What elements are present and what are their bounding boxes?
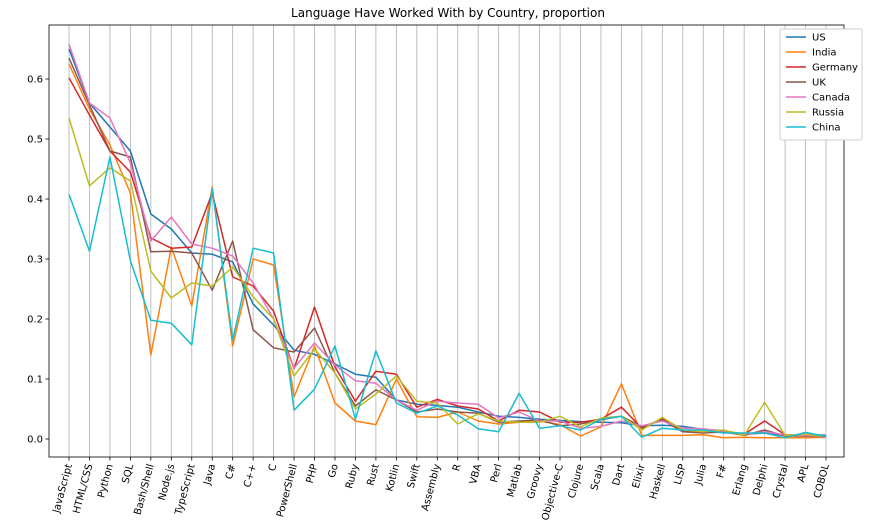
x-tick-label: Objective-C [540,463,566,522]
legend-label: Canada [812,93,850,104]
legend-label: UK [812,78,826,89]
series-line-china [68,156,827,439]
legend-label: China [812,123,841,134]
x-tick-label: Assembly [420,463,443,512]
x-tick-label: COBOL [812,463,832,500]
x-tick-label: HTML/CSS [72,463,96,515]
legend-label: India [812,48,837,59]
x-tick-label: R [451,463,463,473]
series-line-india [68,63,827,439]
x-tick-label: PHP [305,463,321,485]
y-tick-label: 0.4 [27,195,43,206]
x-tick-label: Rust [365,463,381,487]
x-tick-label: Clojure [567,463,587,500]
x-tick-label: Perl [489,463,504,484]
x-tick-label: Matlab [506,463,525,499]
x-tick-label: Dart [611,463,627,487]
y-tick-label: 0.0 [27,435,43,446]
x-tick-label: Julia [693,463,709,487]
x-tick-label: C# [224,463,239,481]
vertical-gridlines [68,25,827,457]
x-tick-label: Node.js [157,463,177,502]
x-tick-label: JavaScript [51,463,75,515]
x-tick-label: Python [96,463,116,499]
x-tick-label: F# [715,463,729,480]
series-lines [68,43,827,439]
x-tick-label: C++ [242,463,259,489]
x-tick-label: LISP [673,463,689,486]
y-tick-label: 0.1 [27,375,43,386]
x-tick-label: Haskell [648,463,668,501]
x-tick-label: Crystal [771,463,791,500]
x-tick-label: Bash/Shell [133,463,157,516]
legend-label: Germany [812,63,858,74]
y-tick-labels: 0.0 0.1 0.2 0.3 0.4 0.5 0.6 [27,75,49,446]
x-tick-label: Ruby [344,463,361,490]
x-tick-label: Elixir [631,462,648,490]
series-line-us [68,48,827,437]
series-line-germany [68,77,826,437]
x-tick-label: Go [327,463,341,479]
x-tick-label: Groovy [526,463,546,500]
x-tick-label: SQL [121,463,137,485]
x-tick-label: TypeScript [173,463,197,517]
x-tick-label: APL [796,463,812,484]
x-tick-label: Swift [406,463,423,490]
x-tick-label: Kotlin [384,463,402,493]
plot-frame [48,24,845,458]
y-tick-label: 0.5 [27,135,43,146]
x-tick-label: VBA [468,463,484,486]
legend-label: US [812,33,826,44]
chart-title: Language Have Worked With by Country, pr… [291,6,605,20]
x-tick-label: Erlang [731,463,750,497]
axes [48,24,845,458]
y-tick-label: 0.2 [27,315,43,326]
x-tick-label: C [267,463,279,473]
series-line-canada [68,43,827,438]
legend: US India Germany UK Canada Russia China [779,28,863,141]
y-tick-label: 0.3 [27,255,43,266]
x-tick-label: Delphi [752,463,771,497]
x-tick-label: Java [202,463,218,487]
x-tick-label: Scala [589,463,607,492]
legend-label: Russia [812,108,844,119]
y-tick-label: 0.6 [27,75,43,86]
x-tick-label: PowerShell [275,463,300,519]
series-line-russia [68,117,827,438]
